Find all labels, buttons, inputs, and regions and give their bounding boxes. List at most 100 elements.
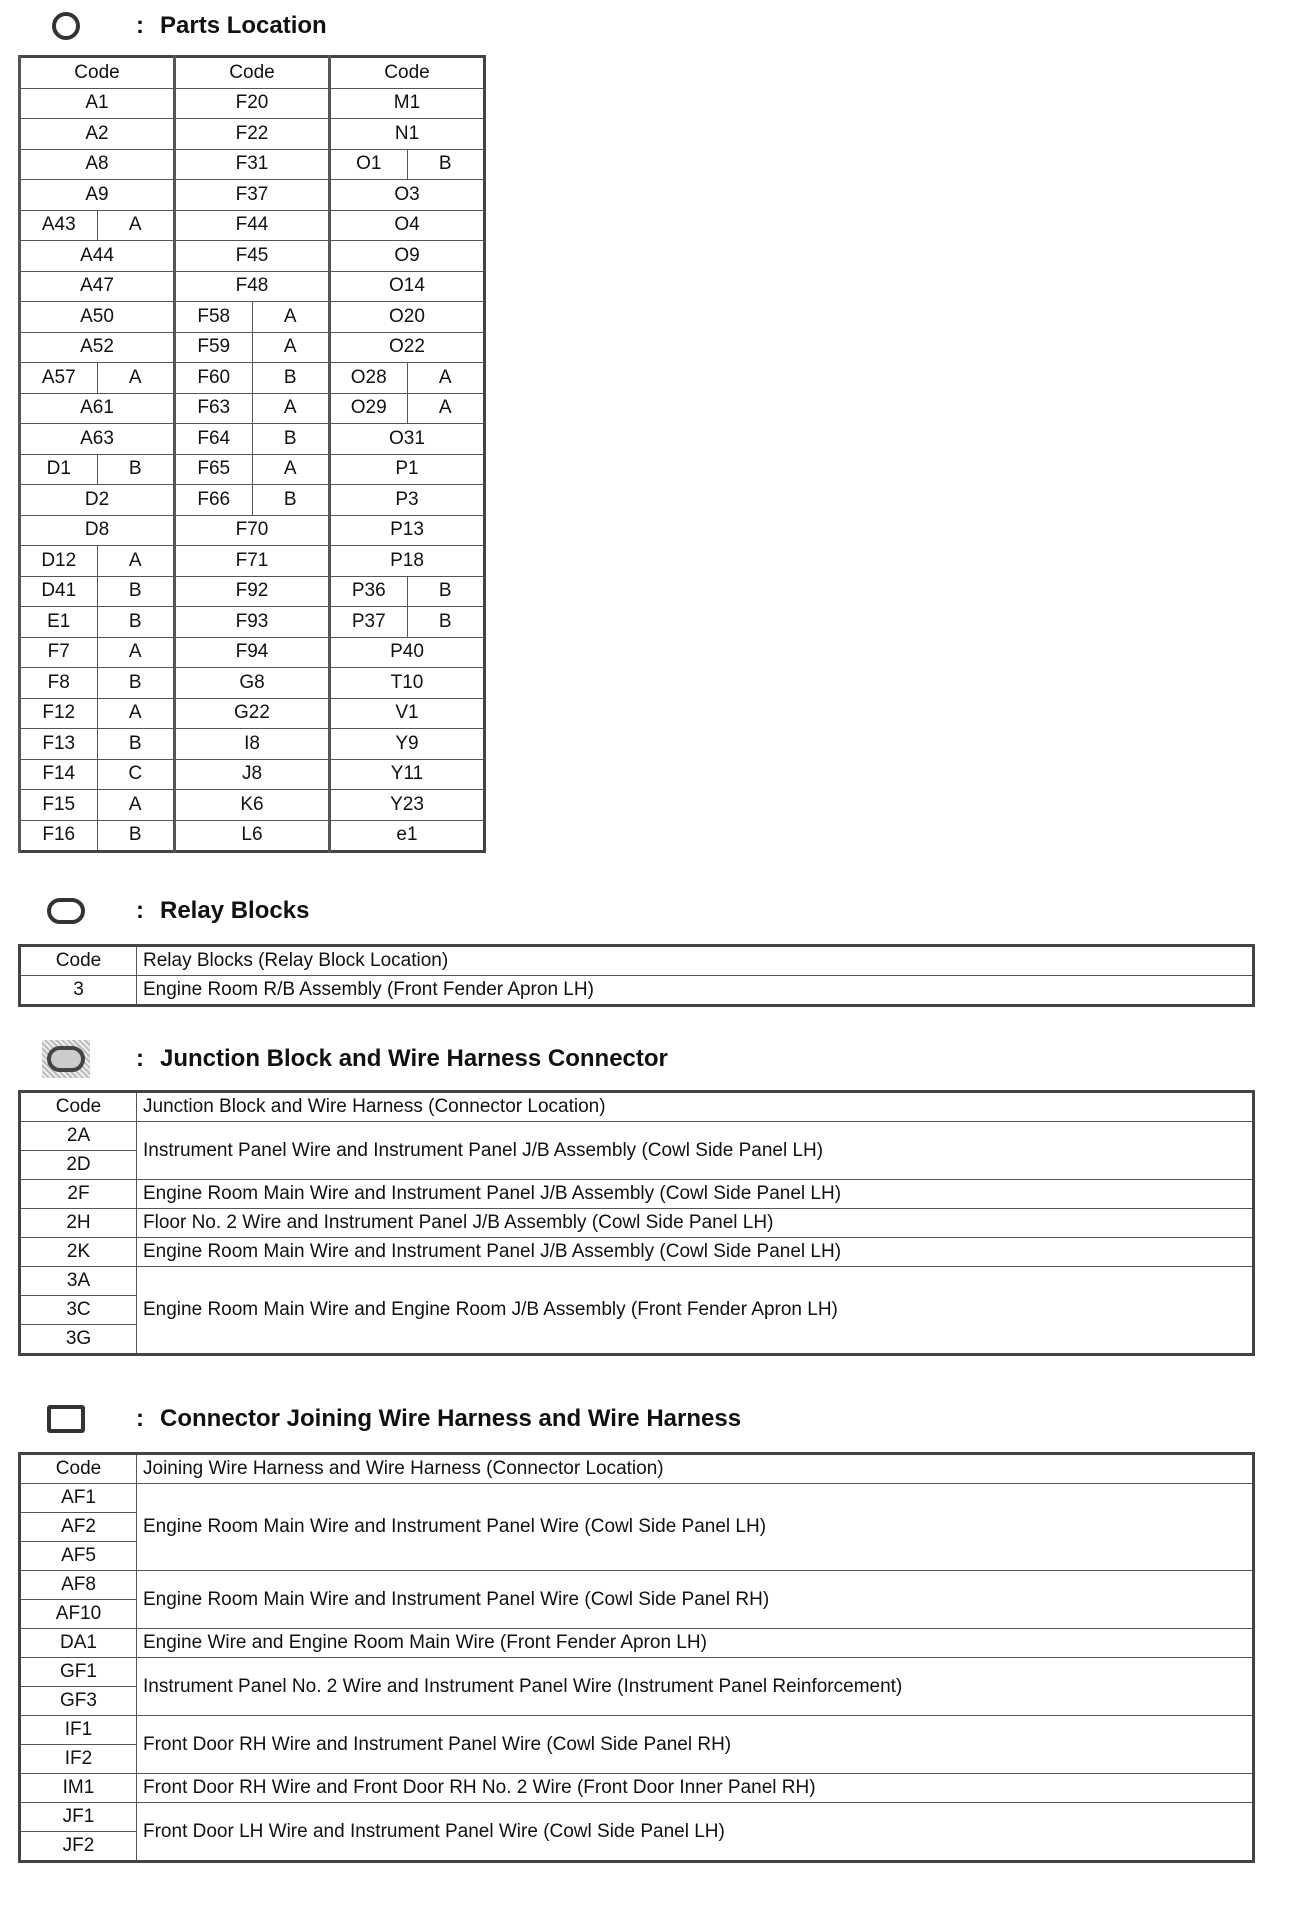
part-code: E1 bbox=[18, 606, 98, 638]
parts-location-table: Code Code Code A1 F20 M1 A2 F22 N1 A8 F31 O1 B A9 F37 O… bbox=[18, 55, 486, 853]
table-row: AF5 bbox=[19, 1541, 1254, 1571]
code-cell: 3 bbox=[19, 975, 137, 1006]
connector-variant: B bbox=[251, 484, 330, 516]
code-header: Code bbox=[19, 1453, 137, 1484]
connector-variant: B bbox=[406, 148, 485, 180]
connector-joining-heading: : Connector Joining Wire Harness and Wir… bbox=[40, 1405, 741, 1433]
relay-blocks-heading: : Relay Blocks bbox=[40, 897, 309, 925]
table-row: D12 A F71 P18 bbox=[18, 545, 485, 577]
circle-icon bbox=[52, 12, 80, 40]
part-code: F70 bbox=[173, 514, 330, 546]
part-code: F64 bbox=[173, 423, 253, 455]
table-row: AF8 Engine Room Main Wire and Instrument … bbox=[19, 1570, 1254, 1629]
part-code: O14 bbox=[328, 270, 485, 302]
connector-variant: B bbox=[406, 606, 485, 638]
code-cell: AF8 bbox=[19, 1570, 137, 1600]
table-row: 3A Engine Room Main Wire and Engine Room … bbox=[19, 1266, 1254, 1355]
part-code: e1 bbox=[328, 819, 485, 852]
table-row: A8 F31 O1 B bbox=[18, 148, 485, 180]
location-cell: Floor No. 2 Wire and Instrument Panel J/… bbox=[136, 1208, 1254, 1238]
code-cell: AF2 bbox=[19, 1512, 137, 1542]
relay-blocks-table: Code Relay Blocks (Relay Block Location) 3… bbox=[18, 944, 1255, 1007]
part-code: F31 bbox=[173, 148, 330, 180]
parts-location-heading: : Parts Location bbox=[40, 12, 327, 40]
connector-variant: A bbox=[96, 697, 175, 729]
table-row: A57 A F60 B O28 A bbox=[18, 362, 485, 394]
part-code: K6 bbox=[173, 789, 330, 821]
connector-variant: A bbox=[96, 545, 175, 577]
part-code: Y23 bbox=[328, 789, 485, 821]
part-code: D1 bbox=[18, 453, 98, 485]
location-cell: Front Door RH Wire and Front Door RH No.… bbox=[136, 1773, 1254, 1803]
part-code: P1 bbox=[328, 453, 485, 485]
part-code: A2 bbox=[18, 118, 175, 150]
part-code: A1 bbox=[18, 87, 175, 119]
table-row: F13 B I8 Y9 bbox=[18, 728, 485, 760]
part-code: A47 bbox=[18, 270, 175, 302]
connector-variant: A bbox=[251, 453, 330, 485]
part-code: A63 bbox=[18, 423, 175, 455]
part-code: F94 bbox=[173, 636, 330, 668]
section-title: Connector Joining Wire Harness and Wire … bbox=[160, 1405, 742, 1432]
part-code: F92 bbox=[173, 575, 330, 607]
part-code: F22 bbox=[173, 118, 330, 150]
connector-variant: A bbox=[96, 209, 175, 241]
column-header: Code bbox=[18, 56, 175, 89]
connector-variant: A bbox=[96, 789, 175, 821]
section-title: Relay Blocks bbox=[160, 897, 310, 924]
part-code: F65 bbox=[173, 453, 253, 485]
part-code: G22 bbox=[173, 697, 330, 729]
code-cell: 2A bbox=[19, 1121, 137, 1151]
part-code: F59 bbox=[173, 331, 253, 363]
header-row: Code Junction Block and Wire Harness (Con… bbox=[19, 1091, 1254, 1122]
code-cell: IF2 bbox=[19, 1744, 137, 1774]
part-code: O28 bbox=[328, 362, 408, 394]
part-code: P40 bbox=[328, 636, 485, 668]
table-row: A1 F20 M1 bbox=[18, 87, 485, 119]
table-row: AF2 bbox=[19, 1512, 1254, 1542]
section-title: Junction Block and Wire Harness Connecto… bbox=[160, 1045, 668, 1072]
code-cell: 3A bbox=[19, 1266, 137, 1296]
oval-icon bbox=[47, 898, 85, 924]
code-header: Code bbox=[19, 1091, 137, 1122]
part-code: A9 bbox=[18, 179, 175, 211]
part-code: F14 bbox=[18, 758, 98, 790]
table-row: D8 F70 P13 bbox=[18, 514, 485, 546]
part-code: O31 bbox=[328, 423, 485, 455]
part-code: Y9 bbox=[328, 728, 485, 760]
table-row: A47 F48 O14 bbox=[18, 270, 485, 302]
part-code: O3 bbox=[328, 179, 485, 211]
part-code: F7 bbox=[18, 636, 98, 668]
section-title: Parts Location bbox=[160, 12, 327, 39]
table-row: F16 B L6 e1 bbox=[18, 819, 485, 852]
table-row: AF1 Engine Room Main Wire and Instrument … bbox=[19, 1483, 1254, 1571]
table-row: 2K Engine Room Main Wire and Instrument P… bbox=[19, 1237, 1254, 1267]
location-header: Junction Block and Wire Harness (Connect… bbox=[136, 1091, 1254, 1122]
part-code: A44 bbox=[18, 240, 175, 272]
part-code: F8 bbox=[18, 667, 98, 699]
table-row: 3G bbox=[19, 1324, 1254, 1355]
connector-variant: A bbox=[251, 301, 330, 333]
code-cell: IF1 bbox=[19, 1715, 137, 1745]
table-row: A52 F59 A O22 bbox=[18, 331, 485, 363]
code-cell: JF2 bbox=[19, 1831, 137, 1862]
part-code: F15 bbox=[18, 789, 98, 821]
table-row: GF1 Instrument Panel No. 2 Wire and Instr… bbox=[19, 1657, 1254, 1716]
part-code: M1 bbox=[328, 87, 485, 119]
location-cell: Engine Room Main Wire and Instrument Pan… bbox=[136, 1483, 1254, 1571]
connector-variant: A bbox=[406, 362, 485, 394]
code-cell: JF1 bbox=[19, 1802, 137, 1832]
header-row: Code Code Code bbox=[18, 56, 485, 89]
table-row: A9 F37 O3 bbox=[18, 179, 485, 211]
table-row: E1 B F93 P37 B bbox=[18, 606, 485, 638]
table-row: A43 A F44 O4 bbox=[18, 209, 485, 241]
code-cell: 2D bbox=[19, 1150, 137, 1180]
table-row: A61 F63 A O29 A bbox=[18, 392, 485, 424]
table-row: D41 B F92 P36 B bbox=[18, 575, 485, 607]
table-row: GF3 bbox=[19, 1686, 1254, 1716]
part-code: F63 bbox=[173, 392, 253, 424]
part-code: G8 bbox=[173, 667, 330, 699]
rectangle-icon bbox=[47, 1405, 85, 1433]
part-code: P18 bbox=[328, 545, 485, 577]
connector-variant: B bbox=[406, 575, 485, 607]
